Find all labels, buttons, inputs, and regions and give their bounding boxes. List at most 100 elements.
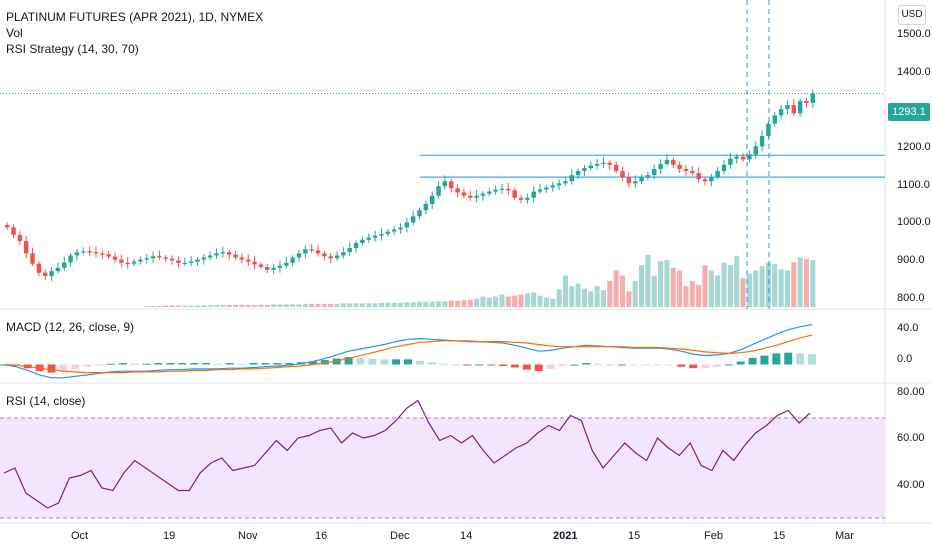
volume-bar xyxy=(727,265,733,307)
candle-body xyxy=(36,263,42,273)
volume-bar xyxy=(619,275,626,307)
volume-bar xyxy=(315,303,321,307)
candle-body xyxy=(62,262,67,268)
macd-histogram-bar xyxy=(285,363,294,365)
price-tick: 1200.0 xyxy=(897,141,931,153)
candle-body xyxy=(544,187,549,190)
price-tick: 1500.0 xyxy=(897,28,931,40)
macd-tick: 0.0 xyxy=(897,353,913,365)
candle-body xyxy=(569,175,574,182)
volume-bar xyxy=(252,304,258,307)
candle-body xyxy=(525,197,530,200)
candle-body xyxy=(601,162,606,164)
volume-bar xyxy=(182,305,188,307)
macd-histogram-bar xyxy=(487,364,496,366)
macd-histogram-bar xyxy=(261,363,270,365)
volume-bar xyxy=(264,304,270,307)
candle-body xyxy=(747,154,752,160)
candle-body xyxy=(715,170,720,178)
macd-histogram-bar xyxy=(95,364,104,366)
macd-histogram-bar xyxy=(736,361,745,365)
volume-bar xyxy=(772,264,778,307)
price-tick: 1000.0 xyxy=(897,216,931,228)
signal-line xyxy=(3,334,813,374)
candle-body xyxy=(753,146,758,155)
candle-body xyxy=(303,249,308,254)
volume-bar xyxy=(677,270,683,307)
candle-body xyxy=(582,168,587,171)
macd-histogram-bar xyxy=(308,361,317,365)
macd-histogram-bar xyxy=(617,364,626,366)
volume-bar xyxy=(639,265,645,307)
macd-histogram-bar xyxy=(320,360,329,365)
macd-histogram-bar xyxy=(368,358,377,365)
candle-body xyxy=(468,195,473,198)
macd-histogram-bar xyxy=(570,364,579,366)
volume-bar xyxy=(175,305,181,307)
macd-histogram-bar xyxy=(190,363,199,365)
candle-body xyxy=(404,222,410,228)
volume-bar xyxy=(575,283,581,307)
macd-histogram-bar xyxy=(499,364,508,366)
volume-bar xyxy=(423,301,429,307)
candle-body xyxy=(499,188,505,190)
volume-bar xyxy=(436,301,442,307)
candle-body xyxy=(506,188,511,191)
volume-bar xyxy=(245,304,251,307)
candle-body xyxy=(550,185,555,188)
candle-body xyxy=(144,258,149,260)
volume-bar xyxy=(499,294,505,307)
time-label: Feb xyxy=(704,530,723,542)
candle-body xyxy=(176,260,181,263)
volume-bar xyxy=(480,296,486,307)
candle-body xyxy=(138,259,143,262)
candle-body xyxy=(239,257,245,260)
candle-body xyxy=(74,252,80,256)
volume-bar xyxy=(696,285,702,307)
macd-histogram-bar xyxy=(772,353,781,365)
candle-body xyxy=(341,252,346,256)
macd-histogram-bar xyxy=(808,354,816,365)
candle-body xyxy=(49,271,54,277)
volume-bar xyxy=(239,304,245,307)
volume-bar xyxy=(169,305,175,307)
candle-body xyxy=(487,191,492,194)
volume-bar xyxy=(340,303,346,307)
candle-body xyxy=(436,186,441,196)
candle-body xyxy=(398,227,403,230)
time-label: Dec xyxy=(390,530,410,542)
volume-bar xyxy=(486,297,492,307)
volume-bar xyxy=(391,302,397,307)
macd-histogram-bar xyxy=(142,363,151,365)
volume-bar xyxy=(150,305,156,307)
candle-body xyxy=(759,135,765,147)
volume-bar xyxy=(512,295,518,307)
macd-histogram-bar xyxy=(784,352,793,365)
rsi-tick: 60.00 xyxy=(897,432,925,444)
volume-bar xyxy=(194,305,201,307)
candle-body xyxy=(315,250,321,254)
macd-histogram-bar xyxy=(392,359,401,365)
volume-bar xyxy=(353,303,359,307)
macd-histogram-bar xyxy=(665,364,674,366)
volume-bar xyxy=(309,303,315,307)
volume-bar xyxy=(328,303,334,307)
macd-histogram-bar xyxy=(451,364,460,366)
candle-body xyxy=(721,164,727,171)
volume-bar xyxy=(455,300,461,307)
volume-bar xyxy=(645,254,651,307)
volume-bar xyxy=(734,255,740,307)
time-label: 19 xyxy=(163,530,176,542)
candle-body xyxy=(207,255,213,258)
macd-histogram-bar xyxy=(356,357,365,365)
candle-body xyxy=(182,262,188,265)
candle-body xyxy=(518,197,524,200)
macd-histogram-bar xyxy=(748,357,757,365)
volume-bar xyxy=(207,304,213,307)
volume-bar xyxy=(562,275,568,307)
candle-body xyxy=(163,257,168,259)
macd-histogram-bar xyxy=(546,364,555,369)
currency-button[interactable]: USD xyxy=(898,5,926,25)
candle-body xyxy=(797,100,803,114)
candle-body xyxy=(100,253,105,255)
